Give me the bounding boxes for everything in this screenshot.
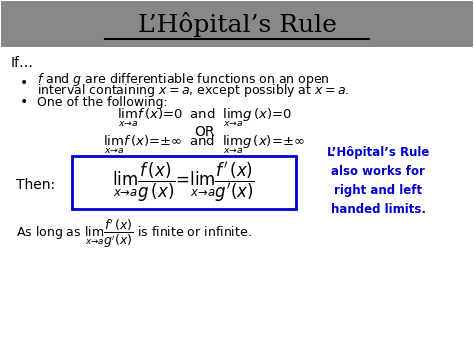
Text: One of the following:: One of the following:	[36, 96, 167, 109]
Text: As long as $\lim_{x \to a} \dfrac{f^{\prime}(x)}{g^{\prime}(x)}$ is finite or in: As long as $\lim_{x \to a} \dfrac{f^{\pr…	[16, 217, 251, 250]
Text: $\lim_{x \to a} f\,(x)=0\;$ and $\;\lim_{x \to a} g\,(x)=0$: $\lim_{x \to a} f\,(x)=0\;$ and $\;\lim_…	[117, 107, 292, 129]
Text: •: •	[20, 76, 28, 90]
Text: L’Hôpital’s Rule: L’Hôpital’s Rule	[137, 12, 337, 37]
Text: If…: If…	[11, 56, 34, 70]
FancyBboxPatch shape	[72, 156, 296, 209]
Text: •: •	[20, 95, 28, 109]
Text: Then:: Then:	[16, 178, 55, 192]
Text: $\lim_{x \to a} f\,(x)=\pm\infty\;$ and $\;\lim_{x \to a} g\,(x)=\pm\infty$: $\lim_{x \to a} f\,(x)=\pm\infty\;$ and …	[103, 134, 305, 156]
Text: OR: OR	[194, 125, 214, 139]
Text: interval containing $x=a$, except possibly at $x=a$.: interval containing $x=a$, except possib…	[36, 82, 349, 99]
Text: $f$ and $g$ are differentiable functions on an open: $f$ and $g$ are differentiable functions…	[36, 71, 329, 88]
Text: L’Hôpital’s Rule
also works for
right and left
handed limits.: L’Hôpital’s Rule also works for right an…	[327, 146, 429, 216]
Text: $\lim_{x \to a} \dfrac{f\,(x)}{g\,(x)} = \lim_{x \to a} \dfrac{f^{\prime}(x)}{g^: $\lim_{x \to a} \dfrac{f\,(x)}{g\,(x)} =…	[112, 161, 255, 205]
FancyBboxPatch shape	[1, 1, 473, 47]
